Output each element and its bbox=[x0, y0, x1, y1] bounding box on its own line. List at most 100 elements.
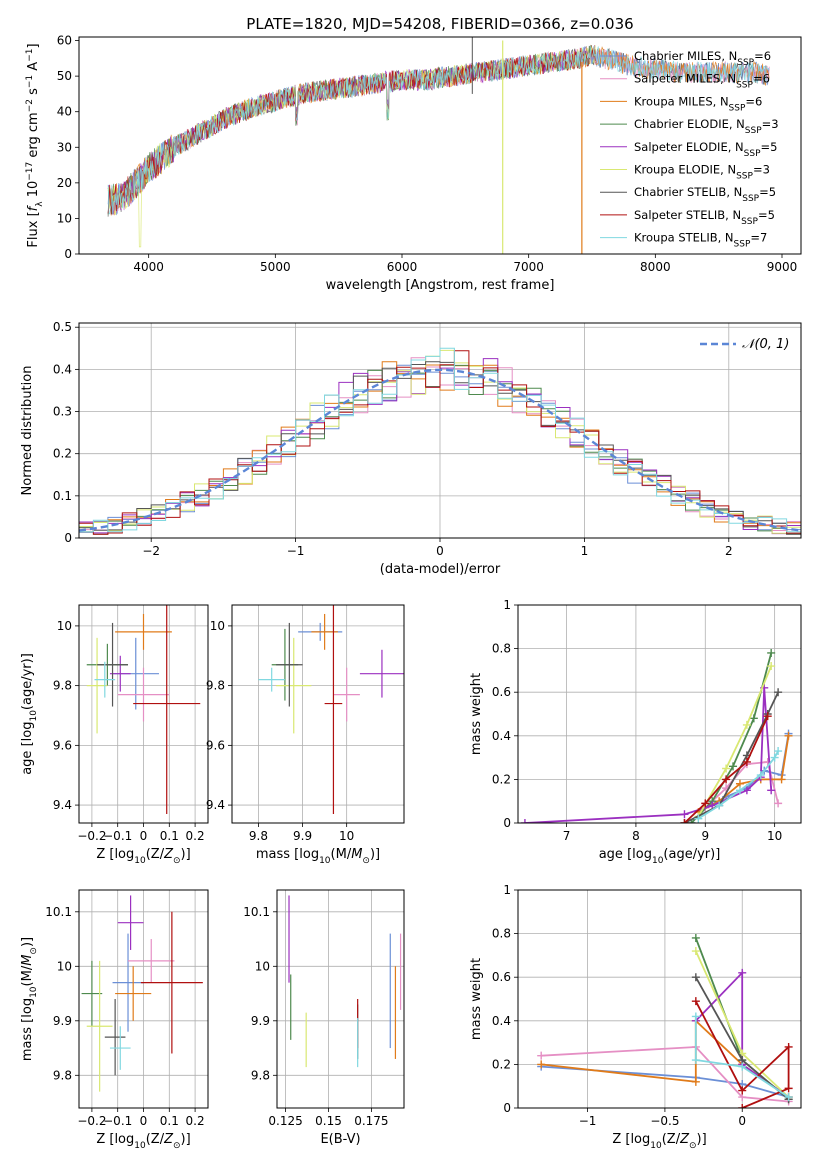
x-tick-label: 0 bbox=[140, 829, 148, 843]
weight-marker bbox=[749, 714, 758, 723]
x-tick-label: −1 bbox=[287, 544, 305, 558]
y-axis-label: mass weight bbox=[469, 958, 484, 1040]
y-tick-label: 10 bbox=[57, 959, 72, 973]
legend-label: Salpeter STELIB, NSSP=5 bbox=[634, 208, 775, 227]
weight-marker bbox=[767, 786, 776, 795]
y-tick-label: 40 bbox=[57, 105, 72, 119]
weight-marker bbox=[691, 933, 700, 942]
y-tick-label: 20 bbox=[57, 176, 72, 190]
y-axis-label: age [log10(age/yr)] bbox=[20, 653, 39, 775]
plot-area bbox=[258, 605, 404, 815]
x-tick-label: 9000 bbox=[767, 260, 798, 274]
x-tick-label: 0 bbox=[436, 544, 444, 558]
weight-marker bbox=[691, 997, 700, 1006]
weight-marker bbox=[767, 662, 776, 671]
x-axis-label: E(B-V) bbox=[320, 1132, 360, 1147]
y-tick-label: 0.4 bbox=[492, 1014, 511, 1028]
weight-marker bbox=[520, 819, 529, 823]
y-tick-label: 0.6 bbox=[492, 685, 511, 699]
x-tick-label: 0.175 bbox=[354, 1114, 388, 1128]
weight-marker bbox=[767, 648, 776, 657]
axes-frame bbox=[78, 604, 209, 824]
weight-line bbox=[524, 687, 773, 823]
weight-marker bbox=[742, 757, 751, 766]
x-tick-label: 9 bbox=[701, 829, 709, 843]
weight-marker bbox=[777, 775, 786, 784]
chart-panels: 4000 5000 6000 7000 8000 90000102030405060wav… bbox=[20, 34, 802, 1151]
figure-title: PLATE=1820, MJD=54208, FIBERID=0366, z=0… bbox=[246, 15, 633, 33]
axes-frame bbox=[276, 889, 405, 1109]
y-tick-label: 9.9 bbox=[251, 1014, 270, 1028]
spectrum-line bbox=[107, 45, 770, 215]
panel-age-vs-mass: 9.8 9.9 10 9.4 9.6 9.8 10 mass [log10(M/M⊙)] bbox=[206, 604, 405, 866]
y-tick-label: 0 bbox=[503, 1101, 511, 1115]
y-tick-label: 0 bbox=[64, 531, 72, 545]
weight-marker bbox=[742, 720, 751, 729]
y-tick-label: 10.1 bbox=[243, 905, 270, 919]
weight-marker bbox=[784, 1084, 793, 1093]
weight-marker bbox=[691, 973, 700, 982]
x-tick-label: 0.125 bbox=[268, 1114, 302, 1128]
weight-marker bbox=[763, 712, 772, 721]
x-tick-label: 0.2 bbox=[186, 1114, 205, 1128]
x-tick-label: 9.9 bbox=[293, 829, 312, 843]
legend-label: Chabrier STELIB, NSSP=5 bbox=[634, 185, 776, 204]
axes-frame bbox=[517, 604, 802, 824]
y-tick-label: 0.4 bbox=[492, 729, 511, 743]
y-tick-label: 0.6 bbox=[492, 970, 511, 984]
plot-area bbox=[107, 37, 770, 254]
y-tick-label: 9.4 bbox=[53, 798, 72, 812]
normal-curve bbox=[79, 368, 801, 532]
y-tick-label: 9.6 bbox=[206, 738, 225, 752]
weight-marker bbox=[691, 947, 700, 956]
panel-mass-weight-vs-age: 7 8 9 10 0 0.2 0.4 0.6 0.8 1 age [log10(age/yr)] ma… bbox=[469, 598, 802, 866]
x-tick-label: 8 bbox=[632, 829, 640, 843]
x-tick-label: 5000 bbox=[260, 260, 291, 274]
y-tick-label: 9.8 bbox=[206, 679, 225, 693]
plot-area bbox=[86, 605, 201, 815]
legend-label: Chabrier MILES, NSSP=6 bbox=[634, 49, 771, 68]
spectrum-line bbox=[107, 45, 770, 216]
y-tick-label: 0.2 bbox=[53, 447, 72, 461]
y-tick-label: 0.2 bbox=[492, 1057, 511, 1071]
weight-marker bbox=[784, 731, 793, 740]
y-tick-label: 0.2 bbox=[492, 772, 511, 786]
x-tick-label: 1 bbox=[581, 544, 589, 558]
y-tick-label: 0 bbox=[64, 247, 72, 261]
y-tick-label: 10.1 bbox=[45, 905, 72, 919]
y-tick-label: 9.6 bbox=[53, 738, 72, 752]
weight-marker bbox=[774, 799, 783, 808]
weight-marker bbox=[774, 688, 783, 697]
panel-mass-vs-EBV: 0.125 0.15 0.175 9.8 9.9 10 10.1 E(B-V) bbox=[243, 889, 405, 1147]
plot-area bbox=[79, 347, 801, 538]
panel-spectrum: 4000 5000 6000 7000 8000 9000 0 10 20 30 40 50 60 wav… bbox=[25, 34, 802, 293]
plot-area bbox=[520, 648, 793, 823]
legend-label: Chabrier ELODIE, NSSP=3 bbox=[634, 117, 779, 136]
weight-marker bbox=[738, 1086, 747, 1095]
x-tick-label: 0.2 bbox=[186, 829, 205, 843]
weight-marker bbox=[729, 762, 738, 771]
weight-marker bbox=[722, 764, 731, 773]
x-tick-label: −1 bbox=[579, 1114, 597, 1128]
weight-marker bbox=[738, 1104, 747, 1108]
weight-marker bbox=[742, 786, 751, 795]
weight-marker bbox=[756, 771, 765, 780]
axes-frame bbox=[78, 889, 209, 1109]
x-tick-label: −0.2 bbox=[77, 829, 106, 843]
y-tick-label: 9.8 bbox=[53, 1068, 72, 1082]
y-tick-label: 10 bbox=[255, 959, 270, 973]
x-tick-label: 0 bbox=[738, 1114, 746, 1128]
y-tick-label: 10 bbox=[210, 619, 225, 633]
legend-label: Kroupa STELIB, NSSP=7 bbox=[634, 231, 767, 250]
x-axis-label: Z [log10(Z/Z⊙)] bbox=[96, 847, 190, 866]
legend-label: 𝒩(0, 1) bbox=[742, 337, 789, 352]
weight-marker bbox=[738, 968, 747, 977]
weight-marker bbox=[784, 1042, 793, 1051]
x-tick-label: 9.8 bbox=[249, 829, 268, 843]
x-tick-label: 10 bbox=[767, 829, 782, 843]
x-axis-label: age [log10(age/yr)] bbox=[599, 847, 721, 866]
x-tick-label: −0.1 bbox=[103, 1114, 132, 1128]
weight-marker bbox=[770, 753, 779, 762]
weight-marker bbox=[774, 747, 783, 756]
x-tick-label: 10 bbox=[339, 829, 354, 843]
